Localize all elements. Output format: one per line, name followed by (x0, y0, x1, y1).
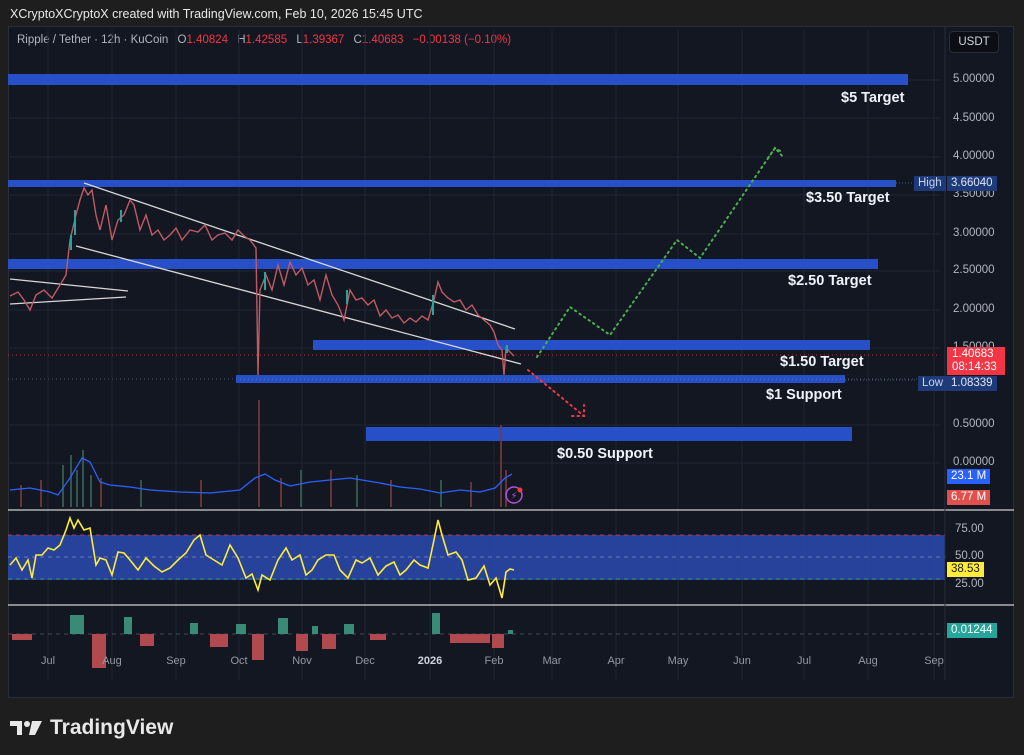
price-tick: 2.50000 (953, 264, 995, 276)
change-value: −0.00138 (−0.10%) (412, 34, 512, 46)
zone-3-50-target (8, 180, 896, 187)
zone-label: $0.50 Support (557, 446, 653, 462)
zone-1-50-target (313, 340, 870, 350)
price-series (9, 186, 515, 376)
price-tick: 3.00000 (953, 227, 995, 239)
rsi-value-tag: 38.53 (947, 562, 984, 577)
time-tick: Feb (484, 655, 504, 667)
time-tick: Mar (542, 655, 562, 667)
time-tick: Dec (355, 655, 375, 667)
zone-0-50-support (366, 427, 852, 441)
up-candles (70, 210, 508, 353)
currency-button[interactable]: USDT (949, 31, 999, 53)
zone-2-50-target (8, 259, 878, 269)
zone-label: $1.50 Target (780, 354, 864, 370)
price-tick: 0.50000 (953, 418, 995, 430)
high-tag-value: 3.66040 (947, 176, 997, 191)
bullish-projection[interactable] (536, 146, 785, 358)
time-tick: Aug (102, 655, 122, 667)
volume-ma-tag: 23.1 M (947, 469, 991, 484)
time-tick: Jun (733, 655, 751, 667)
volume-tag: 6.77 M (947, 490, 991, 505)
rsi-line (9, 515, 515, 599)
bar-countdown: 08:14:33 (952, 361, 997, 373)
alert-bolt-icon[interactable] (505, 486, 523, 504)
zone-label: $2.50 Target (788, 273, 872, 289)
time-tick: Nov (292, 655, 312, 667)
brand-name: TradingView (50, 716, 174, 739)
price-tick: 4.50000 (953, 112, 995, 124)
symbol-label[interactable]: Ripple / Tether · 12h · KuCoin (17, 34, 169, 46)
low-tag-value: 1.08339 (947, 376, 997, 391)
tradingview-logo[interactable]: TradingView (10, 716, 173, 740)
bearish-projection[interactable] (527, 369, 585, 417)
time-tick: Sep (924, 655, 944, 667)
svg-text:⚡: ⚡ (511, 491, 518, 502)
macd-pane (8, 613, 945, 668)
open-value: 1.40824 (186, 34, 229, 46)
trendlines[interactable] (9, 182, 522, 365)
zones[interactable] (8, 74, 908, 441)
price-tick: 4.00000 (953, 150, 995, 162)
last-price-tag: 1.40683 08:14:33 (947, 347, 1005, 375)
volume-pane: ⚡ (9, 400, 523, 507)
tradingview-logo-icon (10, 721, 42, 735)
rsi-tick: 75.00 (955, 523, 984, 535)
price-tick: 0.00000 (953, 456, 995, 468)
high-tag-label: High (914, 176, 946, 191)
price-tick: 5.00000 (953, 73, 995, 85)
last-price: 1.40683 (952, 348, 994, 360)
close-value: 1.40683 (361, 34, 404, 46)
credit-line: XCryptoXCryptoX created with TradingView… (10, 7, 423, 21)
zone-label: $5 Target (841, 90, 905, 106)
time-tick: Sep (166, 655, 186, 667)
macd-value-tag: 0.01244 (947, 623, 997, 638)
time-tick: Jul (796, 655, 812, 667)
low-value: 1.39367 (302, 34, 345, 46)
time-tick: Jul (40, 655, 56, 667)
low-tag-label: Low (918, 376, 948, 391)
zone-label: $1 Support (766, 387, 842, 403)
time-tick: 2026 (417, 655, 443, 667)
ohlc-legend: Ripple / Tether · 12h · KuCoin O1.40824 … (17, 34, 512, 46)
time-tick: Aug (858, 655, 878, 667)
price-tick: 2.00000 (953, 303, 995, 315)
rsi-pane (8, 515, 945, 599)
time-tick: Oct (230, 655, 248, 667)
zone-label: $3.50 Target (806, 190, 890, 206)
time-tick: May (667, 655, 689, 667)
price-tick: 3.50000 (953, 188, 995, 200)
volume-ma-line (9, 457, 513, 496)
time-tick: Apr (607, 655, 625, 667)
high-value: 1.42585 (245, 34, 288, 46)
rsi-tick: 50.00 (955, 550, 984, 562)
rsi-tick: 25.00 (955, 578, 984, 590)
zone-5-target (8, 74, 908, 85)
